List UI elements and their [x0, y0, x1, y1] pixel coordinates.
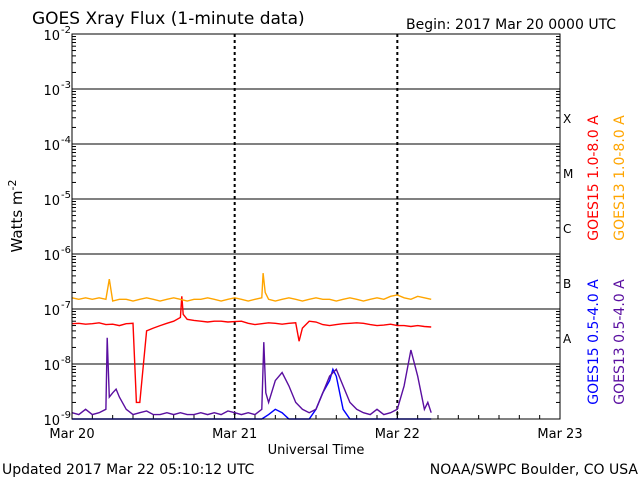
- flare-class-labels: X M C B A: [563, 112, 573, 346]
- y-tick-label-0: 10: [43, 414, 60, 429]
- y-tick-exponent-2: -7: [61, 300, 71, 311]
- y-tick-exponent-5: -4: [61, 135, 71, 146]
- y-axis-title-text: Watts m-2: [6, 180, 26, 253]
- legend: GOES15 1.0-8.0 A GOES13 1.0-8.0 A GOES15 0…: [586, 115, 628, 405]
- legend-entry-0: GOES15 1.0-8.0 A: [586, 115, 602, 241]
- flare-class-B: B: [563, 277, 571, 291]
- y-tick-exponent-4: -5: [61, 190, 71, 201]
- y-tick-label-4: 10: [43, 194, 60, 209]
- series-line-2: [72, 367, 432, 420]
- x-tick-label-1: Mar 21: [212, 427, 257, 442]
- y-tick-label-1: 10: [43, 359, 60, 374]
- plot-area: [71, 33, 561, 420]
- series-line-1: [71, 273, 432, 302]
- y-axis-title: Watts m-2: [6, 180, 26, 253]
- y-tick-label-3: 10: [43, 249, 60, 264]
- legend-entry-3: GOES13 0.5-4.0 A: [612, 279, 628, 405]
- x-axis-title: Universal Time: [268, 443, 365, 458]
- y-tick-exponent-7: -2: [61, 25, 71, 36]
- updated-timestamp: Updated 2017 Mar 22 05:10:12 UTC: [2, 462, 255, 478]
- chart-footer: Updated 2017 Mar 22 05:10:12 UTC NOAA/SW…: [2, 462, 638, 478]
- plot-frame: [71, 33, 561, 420]
- flare-class-C: C: [563, 222, 571, 236]
- y-tick-label-6: 10: [43, 84, 60, 99]
- y-tick-label-7: 10: [43, 29, 60, 44]
- y-tick-exponent-0: -9: [61, 410, 71, 421]
- chart-title: GOES Xray Flux (1-minute data): [32, 9, 305, 29]
- y-tick-label-2: 10: [43, 304, 60, 319]
- x-axis-labels: Mar 20 Mar 21 Mar 22 Mar 23: [49, 427, 582, 442]
- x-tick-label-3: Mar 23: [537, 427, 582, 442]
- x-tick-label-2: Mar 22: [375, 427, 420, 442]
- x-tick-label-0: Mar 20: [49, 427, 94, 442]
- flare-class-M: M: [563, 167, 573, 181]
- y-tick-exponent-1: -8: [61, 355, 71, 366]
- flare-class-X: X: [563, 112, 571, 126]
- legend-entry-1: GOES13 1.0-8.0 A: [612, 115, 628, 241]
- series-line-3: [71, 337, 432, 416]
- y-axis-labels: 10-910-810-710-610-510-410-310-2: [43, 25, 71, 429]
- flare-class-A: A: [563, 332, 572, 346]
- chart-header: GOES Xray Flux (1-minute data) Begin: 20…: [32, 9, 616, 33]
- legend-entry-2: GOES15 0.5-4.0 A: [586, 279, 602, 405]
- begin-timestamp: Begin: 2017 Mar 20 0000 UTC: [406, 17, 616, 33]
- credit-line: NOAA/SWPC Boulder, CO USA: [430, 462, 639, 478]
- y-tick-exponent-3: -6: [61, 245, 71, 256]
- series-line-0: [71, 296, 432, 404]
- y-tick-exponent-6: -3: [61, 80, 71, 91]
- y-tick-label-5: 10: [43, 139, 60, 154]
